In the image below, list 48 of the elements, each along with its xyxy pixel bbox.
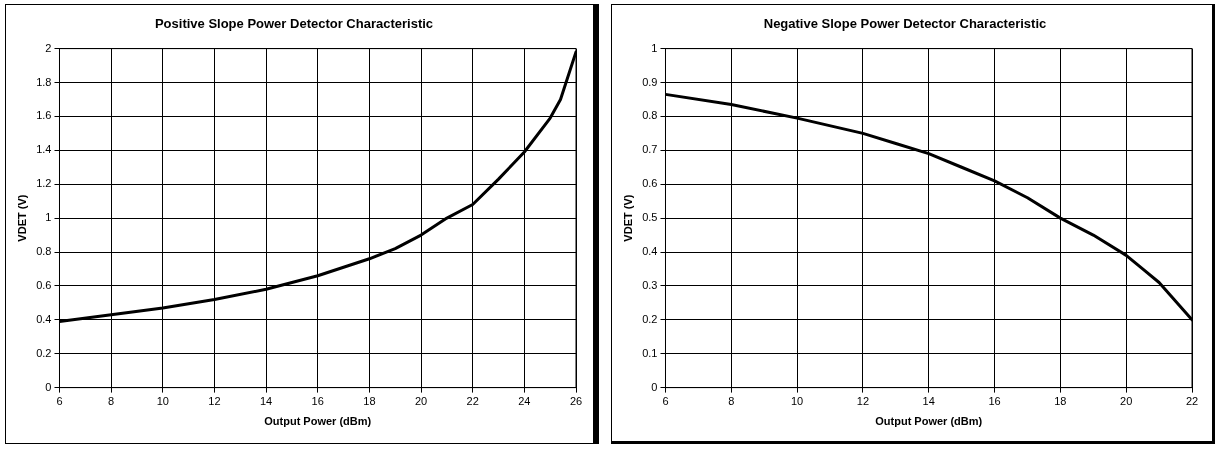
y-tick-label: 0.6: [642, 177, 658, 190]
y-tick-label: 0.7: [642, 143, 658, 156]
x-tick-label: 14: [259, 395, 273, 408]
y-tick-label: 0.9: [642, 75, 658, 88]
x-tick-label: 16: [988, 395, 1001, 408]
y-tick-label: 0: [45, 380, 52, 393]
y-tick-label: 1.6: [36, 109, 52, 122]
y-tick-label: 1: [651, 41, 658, 54]
x-tick-label: 16: [311, 395, 324, 408]
x-tick-label: 6: [662, 395, 669, 408]
x-tick-label: 20: [1120, 395, 1133, 408]
chart-title: Negative Slope Power Detector Characteristic: [763, 16, 1047, 32]
y-tick-label: 1.2: [36, 177, 52, 190]
x-tick-label: 8: [728, 395, 735, 408]
x-tick-label: 12: [856, 395, 870, 408]
y-tick-label: 0.8: [642, 109, 658, 122]
y-tick-label: 1.8: [36, 75, 52, 88]
x-tick-label: 12: [208, 395, 221, 408]
x-axis-title: Output Power (dBm): [875, 415, 983, 428]
x-tick-label: 6: [56, 395, 63, 408]
y-tick-label: 0.4: [642, 245, 658, 258]
y-tick-label: 0.2: [36, 346, 52, 359]
y-tick-label: 0.5: [642, 211, 658, 224]
x-tick-label: 26: [569, 395, 583, 408]
x-tick-label: 18: [363, 395, 376, 408]
x-tick-label: 14: [922, 395, 935, 408]
y-axis-title: VDET (V): [15, 194, 28, 242]
x-tick-label: 22: [466, 395, 479, 408]
y-tick-label: 0.3: [642, 278, 658, 291]
x-tick-label: 20: [414, 395, 428, 408]
x-tick-label: 10: [790, 395, 804, 408]
chart-title: Positive Slope Power Detector Characteristic: [154, 16, 434, 32]
y-tick-label: 1.4: [36, 143, 52, 156]
y-tick-label: 0.2: [642, 312, 658, 325]
x-tick-label: 10: [156, 395, 169, 408]
y-tick-label: 0.8: [36, 245, 52, 258]
y-tick-label: 0.4: [36, 312, 52, 325]
x-tick-label: 8: [108, 395, 115, 408]
y-tick-label: 0: [651, 380, 658, 393]
y-tick-label: 1: [45, 211, 52, 224]
x-tick-label: 18: [1054, 395, 1067, 408]
y-axis-title: VDET (V): [621, 194, 634, 242]
y-tick-label: 0.6: [36, 278, 52, 291]
x-axis-title: Output Power (dBm): [264, 415, 372, 428]
y-tick-label: 2: [45, 41, 52, 54]
x-tick-label: 22: [1185, 395, 1199, 408]
x-tick-label: 24: [518, 395, 531, 408]
y-tick-label: 0.1: [642, 346, 658, 359]
